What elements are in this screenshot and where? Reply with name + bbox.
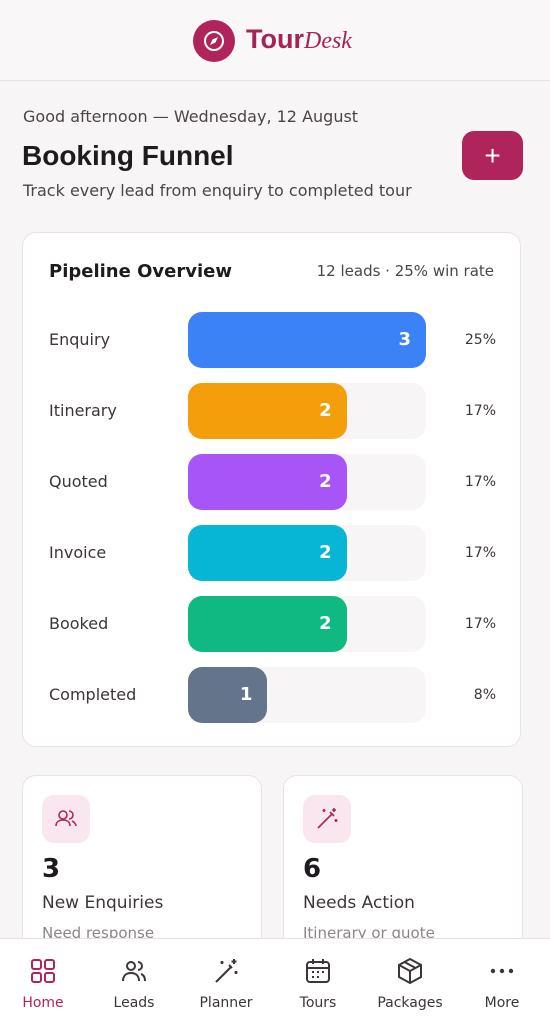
stat-icon xyxy=(303,795,351,843)
pipeline-row: Itinerary 2 17% xyxy=(23,383,522,439)
stat-label: New Enquiries xyxy=(42,893,164,913)
nav-label: Packages xyxy=(377,995,443,1011)
pipeline-card: Pipeline Overview 12 leads · 25% win rat… xyxy=(22,232,521,747)
nav-item[interactable]: More xyxy=(456,939,548,1025)
brand-main: Tour xyxy=(246,24,304,54)
bar xyxy=(188,596,347,652)
logo xyxy=(193,20,235,62)
brand: TourDesk xyxy=(246,24,352,55)
pipeline-row: Quoted 2 17% xyxy=(23,454,522,510)
share-label: 8% xyxy=(473,687,496,703)
pipeline-title: Pipeline Overview xyxy=(49,261,232,282)
bar xyxy=(188,383,347,439)
count-label: 3 xyxy=(398,329,411,350)
nav-label: Planner xyxy=(199,995,253,1011)
nav-item[interactable]: Leads xyxy=(88,939,180,1025)
nav-label: Home xyxy=(22,995,64,1011)
count-label: 2 xyxy=(319,471,332,492)
nav-label: More xyxy=(484,995,520,1011)
add-button[interactable]: + xyxy=(462,131,523,180)
bar-track: 1 xyxy=(188,667,426,723)
stat-icon xyxy=(42,795,90,843)
bar-track: 2 xyxy=(188,383,426,439)
share-label: 17% xyxy=(464,616,496,632)
stat-value: 3 xyxy=(42,854,61,884)
brand-accent: Desk xyxy=(303,28,352,54)
greeting: Good afternoon — Wednesday, 12 August xyxy=(23,107,359,126)
count-label: 1 xyxy=(239,684,253,705)
count-label: 2 xyxy=(319,400,332,421)
stage-name: Completed xyxy=(49,685,137,704)
page-title: Booking Funnel xyxy=(22,140,234,171)
bar-track: 2 xyxy=(188,596,426,652)
nav-label: Tours xyxy=(299,995,337,1011)
bar xyxy=(188,667,268,723)
bar xyxy=(188,312,426,368)
pipeline-row: Invoice 2 17% xyxy=(23,525,522,581)
stage-name: Enquiry xyxy=(49,330,111,349)
bar-track: 3 xyxy=(188,312,426,368)
stage-name: Invoice xyxy=(49,543,107,562)
nav-item[interactable]: Packages xyxy=(364,939,456,1025)
share-label: 17% xyxy=(464,474,496,490)
pipeline-row: Completed 1 8% xyxy=(23,667,522,723)
nav-item[interactable]: Planner xyxy=(180,939,272,1025)
share-label: 25% xyxy=(464,332,496,348)
page-subtitle: Track every lead from enquiry to complet… xyxy=(23,181,412,200)
bar-track: 2 xyxy=(188,454,426,510)
stage-name: Quoted xyxy=(49,472,108,491)
stage-name: Booked xyxy=(49,614,109,633)
pipeline-row: Enquiry 3 25% xyxy=(23,312,522,368)
nav-label: Leads xyxy=(113,995,155,1011)
app-header: TourDesk xyxy=(0,0,550,81)
bar xyxy=(188,525,347,581)
stat-value: 6 xyxy=(303,854,322,884)
share-label: 17% xyxy=(464,403,496,419)
count-label: 2 xyxy=(319,542,332,563)
nav-item[interactable]: Home xyxy=(0,939,89,1025)
stat-label: Needs Action xyxy=(303,893,415,913)
bottom-nav: Home Leads Planner Tours Packages More xyxy=(0,938,550,1025)
stat-sub: Need response xyxy=(42,924,155,942)
nav-item[interactable]: Tours xyxy=(272,939,364,1025)
share-label: 17% xyxy=(464,545,496,561)
count-label: 2 xyxy=(319,613,332,634)
pipeline-summary: 12 leads · 25% win rate xyxy=(316,262,494,280)
stat-sub: Itinerary or quote xyxy=(303,924,435,942)
stage-name: Itinerary xyxy=(49,401,117,420)
bar xyxy=(188,454,347,510)
pipeline-row: Booked 2 17% xyxy=(23,596,522,652)
bar-track: 2 xyxy=(188,525,426,581)
